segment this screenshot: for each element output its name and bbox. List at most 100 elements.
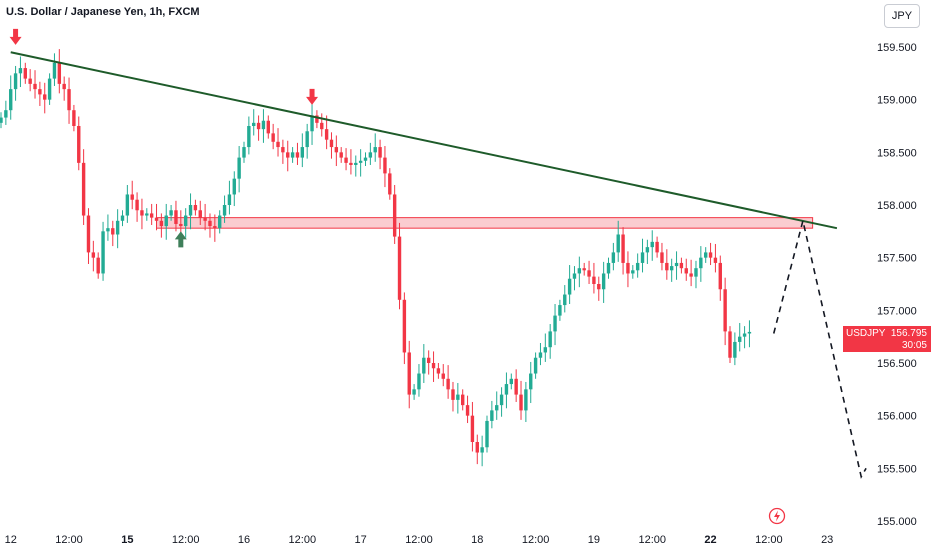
candle-body	[0, 117, 3, 123]
candle	[723, 277, 727, 346]
candle	[524, 381, 528, 422]
candle-body	[9, 89, 13, 111]
candle	[631, 265, 635, 279]
arrow-down-icon	[306, 88, 319, 105]
candle	[193, 199, 198, 216]
candle-body	[499, 394, 504, 406]
candle	[91, 240, 96, 272]
candle	[616, 220, 620, 262]
candle-body	[67, 89, 71, 111]
candle-body	[57, 62, 62, 84]
candle-body	[218, 215, 222, 229]
candle	[543, 333, 548, 362]
arrow-down-icon	[9, 28, 22, 45]
candle-body	[324, 129, 329, 140]
candle-body	[208, 220, 212, 227]
candle	[669, 258, 674, 282]
candle-body	[271, 133, 275, 142]
candle	[441, 364, 445, 387]
candle-body	[538, 352, 543, 358]
candle	[397, 222, 402, 310]
x-tick-label: 18	[471, 534, 483, 546]
candle	[592, 262, 596, 294]
candle	[28, 69, 32, 92]
candle-body	[407, 352, 411, 395]
candle-body	[198, 210, 202, 218]
candle-body	[38, 89, 42, 95]
candle	[689, 259, 693, 287]
currency-button[interactable]: JPY	[884, 4, 920, 28]
candle	[465, 395, 470, 424]
candle-body	[295, 152, 300, 158]
candle-body	[43, 94, 47, 100]
y-tick-label: 159.000	[877, 95, 917, 107]
candle-body	[679, 262, 684, 269]
resistance-zone-layer	[156, 217, 814, 229]
x-tick-label: 15	[121, 534, 133, 546]
candle	[23, 62, 27, 84]
candle	[388, 168, 392, 200]
last-price-label: USDJPY 156.795 30:05	[843, 326, 931, 352]
candle	[509, 373, 513, 390]
candle-body	[747, 331, 752, 334]
candle-body	[514, 378, 518, 395]
candle	[159, 213, 164, 238]
candle	[606, 257, 611, 279]
candle-body	[349, 162, 353, 165]
candle	[169, 205, 173, 221]
trendline	[10, 51, 838, 230]
candle	[242, 141, 246, 163]
candle-body	[451, 389, 455, 400]
candle-body	[397, 236, 402, 300]
candle	[47, 73, 52, 105]
candle	[490, 400, 494, 429]
candle-body	[252, 122, 256, 126]
candle	[9, 75, 13, 120]
candle	[183, 208, 188, 238]
arrow-up-icon	[174, 231, 187, 248]
candle-body	[742, 333, 747, 337]
candle-body	[422, 357, 426, 374]
candle-body	[13, 73, 18, 90]
candle	[174, 200, 178, 232]
candle-body	[300, 147, 305, 158]
x-tick-label: 17	[355, 534, 367, 546]
candle	[431, 351, 436, 382]
candle-body	[548, 331, 552, 348]
candle	[354, 155, 358, 177]
candle	[611, 242, 616, 271]
candle	[529, 361, 533, 404]
flash-icon[interactable]	[768, 507, 786, 525]
candle-body	[373, 147, 377, 153]
candle	[597, 276, 601, 301]
candle	[373, 133, 377, 162]
candle	[222, 195, 227, 223]
candle-body	[33, 83, 37, 90]
candle	[699, 246, 703, 282]
candle	[305, 123, 309, 159]
candle	[232, 171, 236, 207]
candle-body	[426, 357, 431, 363]
candle	[363, 152, 368, 167]
candle-body	[631, 270, 635, 274]
candle-body	[524, 389, 528, 411]
candle	[125, 184, 130, 223]
candle-body	[81, 162, 86, 216]
candle-body	[446, 378, 450, 390]
candle-body	[145, 213, 149, 216]
candle-body	[728, 331, 732, 358]
candle	[499, 387, 504, 417]
candle-body	[402, 299, 407, 353]
candle-body	[77, 126, 81, 163]
candle	[120, 210, 125, 227]
candle	[660, 242, 664, 271]
candle	[601, 261, 606, 303]
candle	[13, 65, 18, 101]
candle-body	[529, 373, 533, 390]
candle	[548, 324, 552, 359]
candle-body	[159, 220, 164, 227]
candle	[130, 180, 134, 210]
candle	[650, 230, 654, 261]
candle	[4, 100, 8, 125]
